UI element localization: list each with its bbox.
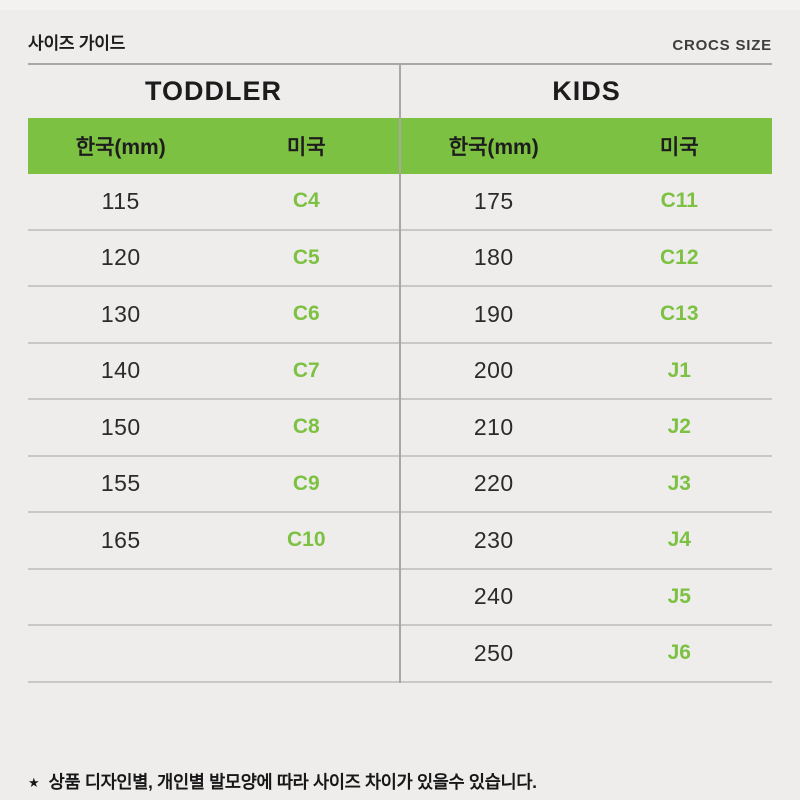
size-us-cell: C9	[292, 471, 320, 495]
kids-table-title: KIDS	[552, 76, 621, 106]
size-kr-cell: 115	[101, 187, 140, 214]
table-row: 155 C9	[28, 457, 399, 513]
size-us-cell: J4	[667, 528, 691, 552]
size-kr-cell: 150	[100, 413, 141, 440]
column-header-us: 미국	[659, 136, 699, 159]
size-kr-cell: 180	[473, 244, 514, 271]
size-kr-cell: 240	[473, 583, 514, 610]
toddler-table-header: 한국(mm) 미국	[28, 118, 399, 174]
kids-rows: 175 C11 180 C12 190 C13 200 J1 210 J2 220 J3 230 J4 24…	[401, 174, 772, 683]
size-kr-cell: 200	[473, 357, 514, 384]
size-kr-cell: 140	[100, 357, 141, 384]
table-row: 250 J6	[401, 626, 772, 683]
table-row	[28, 626, 399, 683]
size-tables: TODDLER 한국(mm) 미국 115 C4 120 C5 130 C6 140 C7 15…	[28, 63, 772, 683]
size-us-cell: C4	[292, 189, 320, 213]
size-kr-cell	[28, 626, 214, 681]
size-us-cell: C7	[292, 358, 320, 382]
size-kr-cell: 230	[473, 526, 514, 553]
toddler-table: TODDLER 한국(mm) 미국 115 C4 120 C5 130 C6 140 C7 15…	[28, 65, 401, 683]
size-us-cell: C10	[286, 528, 326, 552]
size-us-cell: C5	[292, 245, 320, 269]
column-header-kr: 한국(mm)	[448, 136, 539, 159]
table-row: 240 J5	[401, 570, 772, 626]
size-us-cell: C8	[292, 415, 320, 439]
table-row: 200 J1	[401, 344, 772, 400]
size-us-cell: J6	[667, 641, 691, 665]
table-row: 210 J2	[401, 400, 772, 457]
size-kr-cell: 190	[473, 300, 514, 327]
size-kr-cell: 220	[473, 470, 514, 497]
kids-table: KIDS 한국(mm) 미국 175 C11 180 C12 190 C13 200 J1 21…	[401, 65, 772, 683]
footnote: ★ 상품 디자인별, 개인별 발모양에 따라 사이즈 차이가 있을수 있습니다.	[28, 769, 537, 794]
table-row	[28, 570, 400, 626]
size-kr-cell: 210	[473, 413, 514, 440]
size-us-cell: C12	[659, 245, 699, 269]
table-row: 130 C6	[28, 287, 399, 344]
table-row: 175 C11	[401, 174, 772, 231]
table-row: 165 C10	[28, 513, 399, 570]
size-kr-cell: 120	[100, 244, 141, 271]
size-us-cell: J2	[667, 415, 691, 439]
size-kr-cell: 175	[473, 187, 514, 214]
kids-table-header: 한국(mm) 미국	[401, 118, 772, 174]
size-kr-cell: 165	[100, 526, 141, 553]
size-kr-cell	[28, 570, 214, 625]
footnote-text: 상품 디자인별, 개인별 발모양에 따라 사이즈 차이가 있을수 있습니다.	[48, 772, 537, 792]
page-title: 사이즈 가이드	[28, 34, 126, 53]
size-kr-cell: 130	[100, 300, 141, 327]
size-us-cell	[214, 570, 400, 625]
top-strip	[0, 0, 800, 10]
table-row: 150 C8	[28, 400, 399, 457]
table-row: 180 C12	[401, 231, 772, 287]
size-us-cell: J5	[667, 584, 691, 608]
size-us-cell	[214, 626, 400, 681]
size-kr-cell: 155	[100, 470, 141, 497]
title-row: 사이즈 가이드 CROCS SIZE	[28, 0, 772, 63]
size-guide-panel: 사이즈 가이드 CROCS SIZE TODDLER 한국(mm) 미국 115…	[28, 0, 772, 683]
column-header-us: 미국	[286, 136, 326, 159]
table-row: 230 J4	[401, 513, 772, 570]
star-icon: ★	[28, 775, 40, 790]
size-us-cell: C11	[660, 189, 698, 213]
table-row: 190 C13	[401, 287, 772, 344]
table-row: 220 J3	[401, 457, 772, 513]
size-us-cell: J3	[667, 471, 691, 495]
table-row: 140 C7	[28, 344, 399, 400]
size-kr-cell: 250	[473, 639, 514, 666]
toddler-rows: 115 C4 120 C5 130 C6 140 C7 150 C8 155 C9 165 C10	[28, 174, 399, 683]
crocs-size-label: CROCS SIZE	[672, 37, 772, 54]
column-header-kr: 한국(mm)	[75, 136, 166, 159]
size-us-cell: J1	[667, 358, 691, 382]
size-us-cell: C13	[659, 302, 699, 326]
table-row: 120 C5	[28, 231, 399, 287]
toddler-table-title: TODDLER	[144, 76, 282, 106]
table-row: 115 C4	[28, 174, 399, 231]
size-us-cell: C6	[292, 302, 320, 326]
